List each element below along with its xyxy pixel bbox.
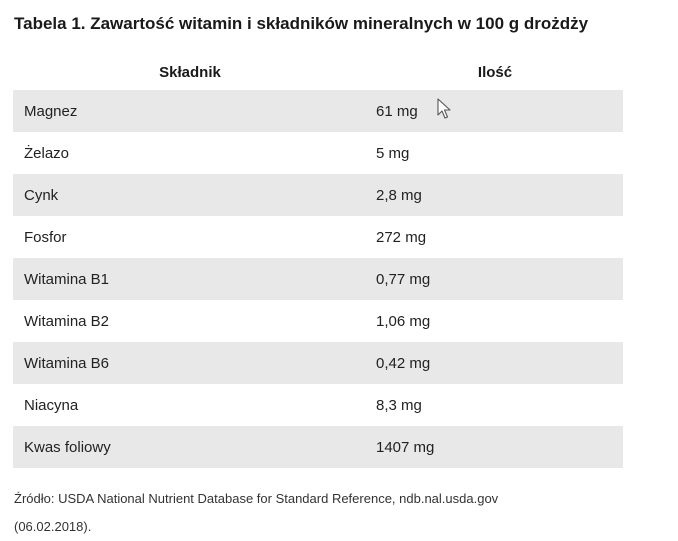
table-row: Witamina B6 0,42 mg — [13, 342, 623, 384]
amount-cell: 5 mg — [376, 144, 410, 162]
table-row: Kwas foliowy 1407 mg — [13, 426, 623, 468]
ingredient-cell: Witamina B1 — [24, 270, 110, 288]
amount-cell: 61 mg — [376, 102, 418, 120]
table-row: Witamina B1 0,77 mg — [13, 258, 623, 300]
ingredient-cell: Magnez — [24, 102, 78, 120]
amount-cell: 1407 mg — [376, 438, 435, 456]
ingredient-cell: Kwas foliowy — [24, 438, 111, 456]
table-row: Magnez 61 mg — [13, 90, 623, 132]
amount-cell: 2,8 mg — [376, 186, 422, 204]
table-row: Fosfor 272 mg — [13, 216, 623, 258]
source-date: (06.02.2018). — [14, 519, 92, 534]
table-header-row: Składnik Ilość — [13, 54, 623, 90]
ingredient-cell: Cynk — [24, 186, 59, 204]
ingredient-cell: Witamina B6 — [24, 354, 110, 372]
table-row: Cynk 2,8 mg — [13, 174, 623, 216]
ingredient-cell: Witamina B2 — [24, 312, 110, 330]
ingredient-cell: Fosfor — [24, 228, 67, 246]
source-line: Źródło: USDA National Nutrient Database … — [14, 491, 499, 506]
amount-cell: 8,3 mg — [376, 396, 422, 414]
source-note: Źródło: USDA National Nutrient Database … — [14, 485, 574, 541]
table-caption: Tabela 1. Zawartość witamin i składników… — [14, 14, 589, 33]
nutrient-table: Składnik Ilość Magnez 61 mg Żelazo 5 mg … — [13, 54, 623, 468]
amount-cell: 1,06 mg — [376, 312, 431, 330]
ingredient-cell: Niacyna — [24, 396, 79, 414]
ingredient-cell: Żelazo — [24, 144, 70, 162]
mouse-pointer-icon — [437, 98, 451, 119]
table-row: Witamina B2 1,06 mg — [13, 300, 623, 342]
amount-cell: 0,77 mg — [376, 270, 431, 288]
table-row: Żelazo 5 mg — [13, 132, 623, 174]
table-row: Niacyna 8,3 mg — [13, 384, 623, 426]
column-header-amount: Ilość — [477, 63, 513, 81]
amount-cell: 272 mg — [376, 228, 427, 246]
amount-cell: 0,42 mg — [376, 354, 431, 372]
column-header-ingredient: Składnik — [159, 63, 221, 81]
